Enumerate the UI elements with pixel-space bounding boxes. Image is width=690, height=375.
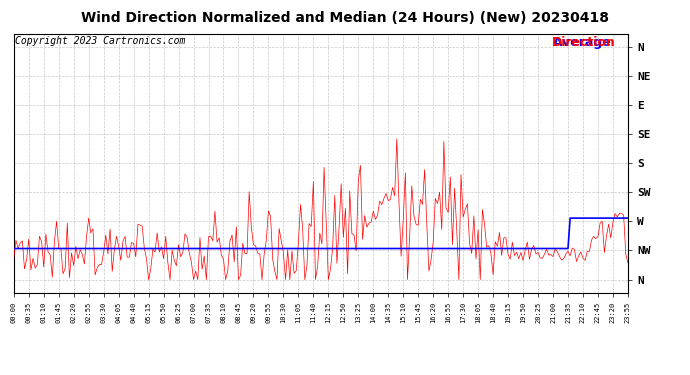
Text: Wind Direction Normalized and Median (24 Hours) (New) 20230418: Wind Direction Normalized and Median (24… xyxy=(81,11,609,25)
Text: Copyright 2023 Cartronics.com: Copyright 2023 Cartronics.com xyxy=(15,36,186,46)
Text: Direction: Direction xyxy=(552,36,615,50)
Text: Average: Average xyxy=(553,36,615,50)
